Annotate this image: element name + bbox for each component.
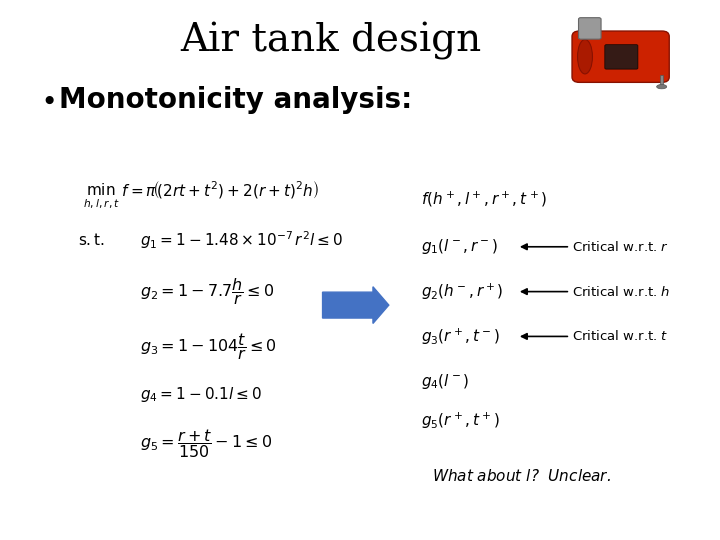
Text: $g_4 = 1-0.1l \leq 0$: $g_4 = 1-0.1l \leq 0$ — [140, 384, 262, 404]
FancyBboxPatch shape — [572, 31, 670, 82]
FancyArrow shape — [323, 287, 389, 323]
Text: Air tank design: Air tank design — [181, 22, 482, 59]
Text: $g_5\left(r^+,t^+\right)$: $g_5\left(r^+,t^+\right)$ — [421, 411, 500, 431]
Text: Monotonicity analysis:: Monotonicity analysis: — [59, 86, 413, 114]
Text: $g_5 = \dfrac{r+t}{150}-1 \leq 0$: $g_5 = \dfrac{r+t}{150}-1 \leq 0$ — [140, 427, 273, 461]
Text: $g_1\left(l^-,r^-\right)$: $g_1\left(l^-,r^-\right)$ — [421, 237, 498, 256]
Text: $g_1 = 1-1.48\times10^{-7}\,r^2l \leq 0$: $g_1 = 1-1.48\times10^{-7}\,r^2l \leq 0$ — [140, 230, 343, 251]
FancyBboxPatch shape — [605, 45, 638, 69]
Text: $g_2\left(h^-,r^+\right)$: $g_2\left(h^-,r^+\right)$ — [421, 281, 503, 302]
Text: Critical w.r.t. $h$: Critical w.r.t. $h$ — [572, 285, 671, 299]
Text: $g_3\left(r^+,t^-\right)$: $g_3\left(r^+,t^-\right)$ — [421, 326, 500, 347]
Text: $f\left(h^+,l^+,r^+,t^+\right)$: $f\left(h^+,l^+,r^+,t^+\right)$ — [421, 190, 547, 210]
Ellipse shape — [657, 84, 667, 89]
Text: $\underset{h,l,r,t}{\min}\; f = \pi\!\left(\!\left(2rt+t^2\right)+2(r+t)^2 h\rig: $\underset{h,l,r,t}{\min}\; f = \pi\!\le… — [83, 179, 318, 210]
Text: $\mathrm{s.t.}$: $\mathrm{s.t.}$ — [78, 232, 104, 248]
FancyBboxPatch shape — [579, 18, 601, 39]
Text: $g_4\left(l^-\right)$: $g_4\left(l^-\right)$ — [421, 372, 469, 391]
Ellipse shape — [577, 39, 593, 74]
Text: What about $l$?  Unclear.: What about $l$? Unclear. — [432, 468, 611, 484]
Text: Critical w.r.t. $t$: Critical w.r.t. $t$ — [572, 329, 669, 343]
Bar — [660, 75, 664, 86]
Text: Critical w.r.t. $r$: Critical w.r.t. $r$ — [572, 240, 670, 254]
Text: $\bullet$: $\bullet$ — [40, 86, 54, 114]
Text: $g_2 = 1-7.7\dfrac{h}{r} \leq 0$: $g_2 = 1-7.7\dfrac{h}{r} \leq 0$ — [140, 276, 274, 307]
Text: $g_3 = 1-104\dfrac{t}{r} \leq 0$: $g_3 = 1-104\dfrac{t}{r} \leq 0$ — [140, 331, 277, 362]
